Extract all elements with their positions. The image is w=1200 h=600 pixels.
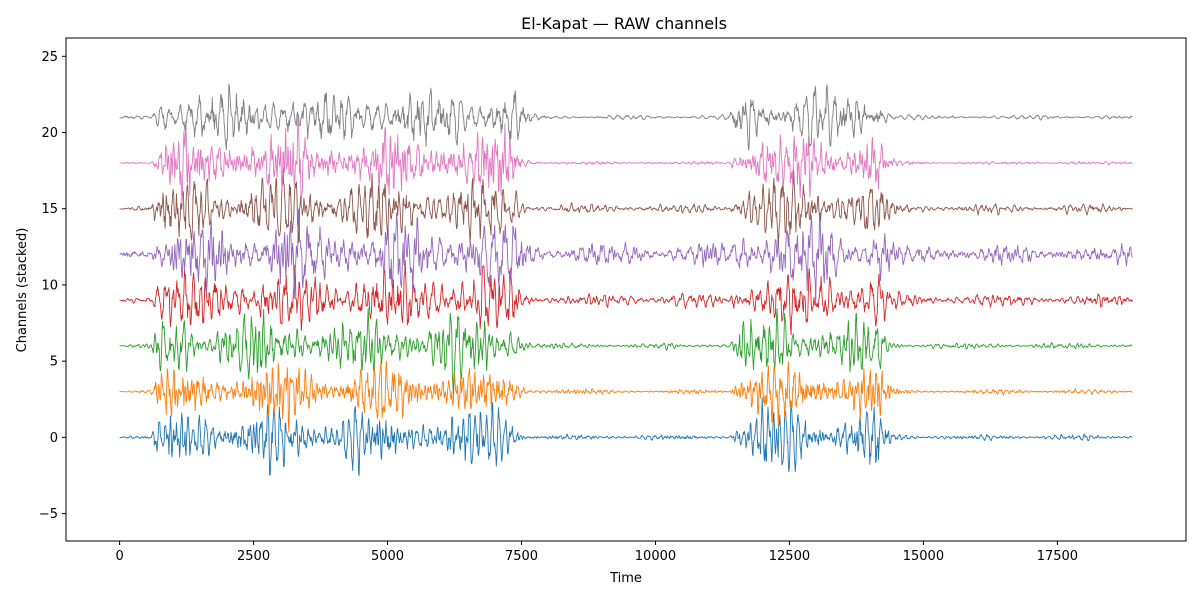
x-tick-label: 5000 xyxy=(371,549,404,564)
x-axis: 0 2500 5000 7500 10000 12500 15000 17500 xyxy=(115,541,1078,564)
series-layer xyxy=(119,83,1133,477)
series-line-2 xyxy=(119,307,1133,395)
y-tick-label: 25 xyxy=(41,50,58,65)
y-tick-label: 10 xyxy=(41,278,58,293)
y-axis: −5 0 5 10 15 20 25 xyxy=(39,50,66,522)
series-line-1 xyxy=(119,360,1133,433)
x-tick-label: 17500 xyxy=(1037,549,1078,564)
y-tick-label: 0 xyxy=(50,431,58,446)
x-tick-label: 2500 xyxy=(237,549,270,564)
series-line-7 xyxy=(119,83,1133,151)
x-tick-label: 12500 xyxy=(769,549,810,564)
y-tick-label: 20 xyxy=(41,126,58,141)
x-tick-label: 10000 xyxy=(635,549,676,564)
y-tick-label: 5 xyxy=(50,355,58,370)
x-tick-label: 15000 xyxy=(903,549,944,564)
series-line-3 xyxy=(119,260,1133,336)
y-tick-label: −5 xyxy=(39,507,58,522)
x-axis-title: Time xyxy=(609,571,642,586)
x-tick-label: 7500 xyxy=(505,549,538,564)
series-line-6 xyxy=(119,115,1133,204)
chart-title: El-Kapat — RAW channels xyxy=(521,14,727,33)
plot-area-frame xyxy=(65,37,1187,542)
y-tick-label: 15 xyxy=(41,202,58,217)
x-tick-label: 0 xyxy=(115,549,123,564)
series-line-0 xyxy=(119,397,1133,477)
series-line-5 xyxy=(119,167,1133,245)
series-line-4 xyxy=(119,208,1133,306)
y-axis-title: Channels (stacked) xyxy=(15,228,30,353)
